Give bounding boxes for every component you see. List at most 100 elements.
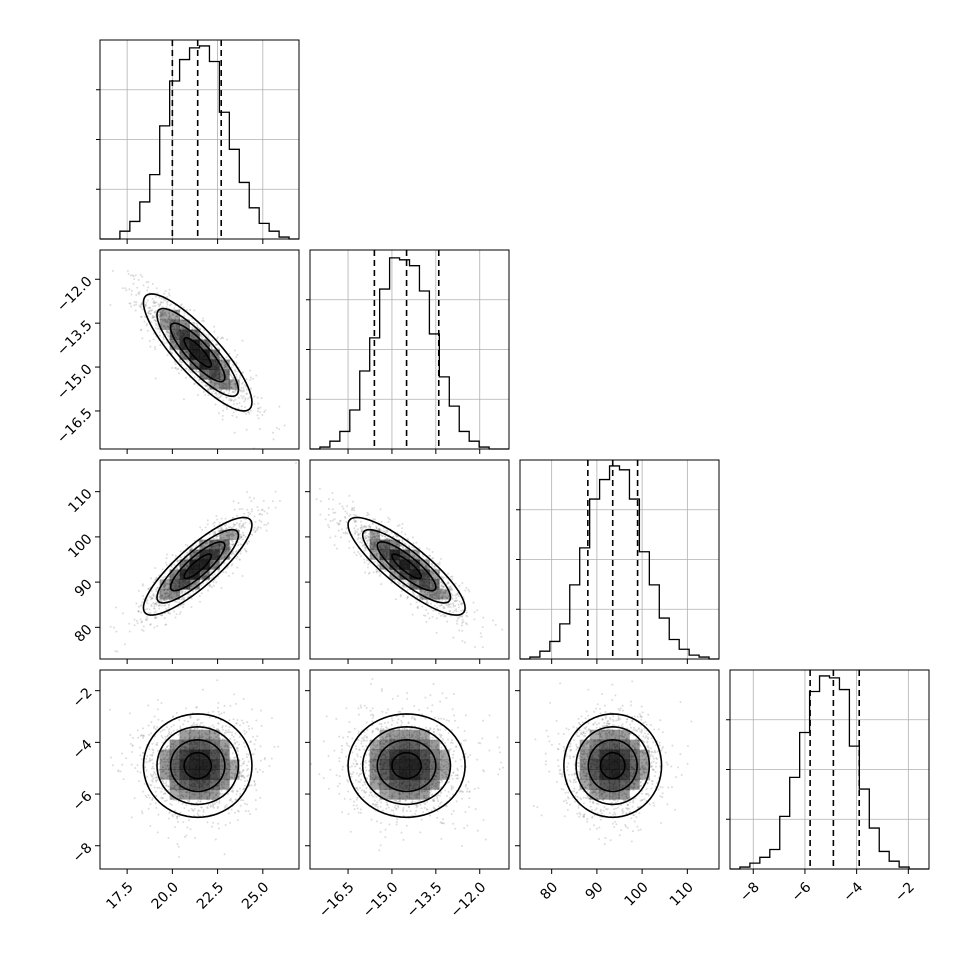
scatter-point xyxy=(141,601,144,604)
scatter-point xyxy=(401,522,404,525)
scatter-point xyxy=(166,325,169,328)
scatter-point xyxy=(200,806,203,809)
scatter-point xyxy=(217,530,220,533)
scatter-point xyxy=(232,517,235,520)
scatter-point xyxy=(158,311,161,314)
scatter-point xyxy=(189,370,192,373)
scatter-point xyxy=(249,376,252,379)
scatter-point xyxy=(378,565,381,568)
scatter-point xyxy=(167,588,170,591)
scatter-point xyxy=(213,525,216,528)
scatter-point xyxy=(163,325,166,328)
scatter-point xyxy=(158,591,161,594)
scatter-point xyxy=(214,351,217,354)
scatter-point xyxy=(182,606,185,609)
scatter-point xyxy=(195,581,198,584)
scatter-point xyxy=(332,498,335,501)
scatter-point xyxy=(384,535,387,538)
scatter-point xyxy=(169,575,172,578)
scatter-point xyxy=(459,602,462,605)
contour-0 xyxy=(183,553,213,580)
scatter-point xyxy=(247,540,250,543)
scatter-point xyxy=(153,315,156,318)
scatter-point xyxy=(164,623,167,626)
scatter-point xyxy=(328,526,331,529)
scatter-point xyxy=(210,577,213,580)
scatter-point xyxy=(231,563,234,566)
scatter-point xyxy=(216,336,219,339)
scatter-point xyxy=(161,311,164,314)
scatter-point xyxy=(201,576,204,579)
scatter-point xyxy=(399,544,402,547)
scatter-point xyxy=(230,386,233,389)
scatter-point xyxy=(214,383,217,386)
scatter-point xyxy=(235,376,238,379)
scatter-point xyxy=(227,556,230,559)
scatter-point xyxy=(158,595,161,598)
scatter-point xyxy=(366,511,369,514)
scatter-point xyxy=(243,400,246,403)
scatter-point xyxy=(162,576,165,579)
scatter-point xyxy=(448,587,451,590)
scatter-point xyxy=(360,526,363,529)
scatter-point xyxy=(335,547,338,550)
scatter-point xyxy=(147,612,150,615)
scatter-point xyxy=(165,607,168,610)
scatter-point xyxy=(366,514,369,517)
scatter-point xyxy=(449,588,452,591)
density-cell xyxy=(169,319,180,330)
scatter-point xyxy=(230,379,233,382)
scatter-point xyxy=(164,580,167,583)
scatter-point xyxy=(359,527,362,530)
scatter-point xyxy=(164,588,167,591)
scatter-point xyxy=(203,329,206,332)
scatter-point xyxy=(190,555,193,558)
scatter-point xyxy=(207,394,210,397)
scatter-point xyxy=(162,312,165,315)
scatter-point xyxy=(218,713,221,716)
scatter-point xyxy=(220,536,223,539)
scatter-point xyxy=(218,348,221,351)
scatter-point xyxy=(208,532,211,535)
scatter-point xyxy=(216,382,219,385)
scatter-point xyxy=(186,551,189,554)
scatter-point xyxy=(204,542,207,545)
scatter-point xyxy=(458,600,461,603)
scatter-point xyxy=(428,594,431,597)
scatter-point xyxy=(218,392,221,395)
scatter-point xyxy=(363,525,366,528)
scatter-point xyxy=(216,518,219,521)
scatter-point xyxy=(150,589,153,592)
scatter-point xyxy=(411,546,414,549)
scatter-point xyxy=(174,616,177,619)
scatter-point xyxy=(370,532,373,535)
density-cell xyxy=(409,549,420,560)
scatter-point xyxy=(375,527,378,530)
scatter-point xyxy=(167,611,170,614)
scatter-point xyxy=(428,548,431,551)
scatter-point xyxy=(155,780,158,783)
scatter-point xyxy=(223,551,226,554)
scatter-point xyxy=(148,748,151,751)
density-cell xyxy=(389,569,400,580)
scatter-point xyxy=(400,544,403,547)
scatter-point xyxy=(226,534,229,537)
scatter-point xyxy=(266,512,269,515)
scatter-point xyxy=(451,597,454,600)
scatter-point xyxy=(463,641,466,644)
scatter-point xyxy=(259,513,262,516)
scatter-point xyxy=(228,387,231,390)
scatter-point xyxy=(147,286,150,289)
scatter-point xyxy=(329,520,332,523)
scatter-point xyxy=(240,799,243,802)
scatter-point xyxy=(150,603,153,606)
scatter-point xyxy=(345,521,348,524)
scatter-point xyxy=(212,737,215,740)
scatter-point xyxy=(159,302,162,305)
scatter-point xyxy=(356,550,359,553)
scatter-point xyxy=(167,331,170,334)
scatter-point xyxy=(372,533,375,536)
scatter-point xyxy=(468,590,471,593)
scatter-point xyxy=(251,727,254,730)
scatter-point xyxy=(256,527,259,530)
